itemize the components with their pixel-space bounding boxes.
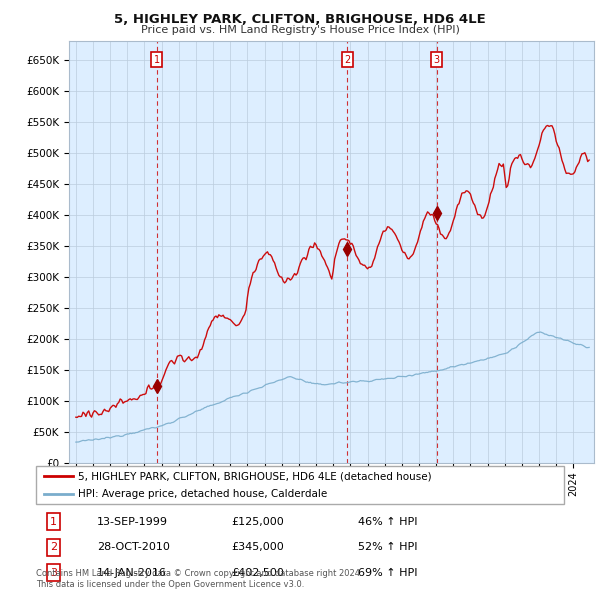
- Text: £345,000: £345,000: [232, 542, 284, 552]
- Text: 69% ↑ HPI: 69% ↑ HPI: [358, 568, 418, 578]
- Text: 2: 2: [50, 542, 57, 552]
- Text: 2: 2: [344, 55, 350, 65]
- Text: 46% ↑ HPI: 46% ↑ HPI: [358, 517, 418, 527]
- Text: £125,000: £125,000: [232, 517, 284, 527]
- Text: £402,500: £402,500: [232, 568, 284, 578]
- Text: 1: 1: [154, 55, 160, 65]
- Text: 3: 3: [434, 55, 440, 65]
- Text: 3: 3: [50, 568, 57, 578]
- Text: 5, HIGHLEY PARK, CLIFTON, BRIGHOUSE, HD6 4LE (detached house): 5, HIGHLEY PARK, CLIFTON, BRIGHOUSE, HD6…: [78, 471, 432, 481]
- Text: 14-JAN-2016: 14-JAN-2016: [97, 568, 167, 578]
- Text: Contains HM Land Registry data © Crown copyright and database right 2024.
This d: Contains HM Land Registry data © Crown c…: [36, 569, 362, 589]
- FancyBboxPatch shape: [36, 466, 564, 504]
- Text: 13-SEP-1999: 13-SEP-1999: [97, 517, 168, 527]
- Text: HPI: Average price, detached house, Calderdale: HPI: Average price, detached house, Cald…: [78, 489, 328, 499]
- Text: 52% ↑ HPI: 52% ↑ HPI: [358, 542, 418, 552]
- Text: 28-OCT-2010: 28-OCT-2010: [97, 542, 170, 552]
- Text: 1: 1: [50, 517, 57, 527]
- Text: 5, HIGHLEY PARK, CLIFTON, BRIGHOUSE, HD6 4LE: 5, HIGHLEY PARK, CLIFTON, BRIGHOUSE, HD6…: [114, 13, 486, 26]
- Text: Price paid vs. HM Land Registry's House Price Index (HPI): Price paid vs. HM Land Registry's House …: [140, 25, 460, 35]
